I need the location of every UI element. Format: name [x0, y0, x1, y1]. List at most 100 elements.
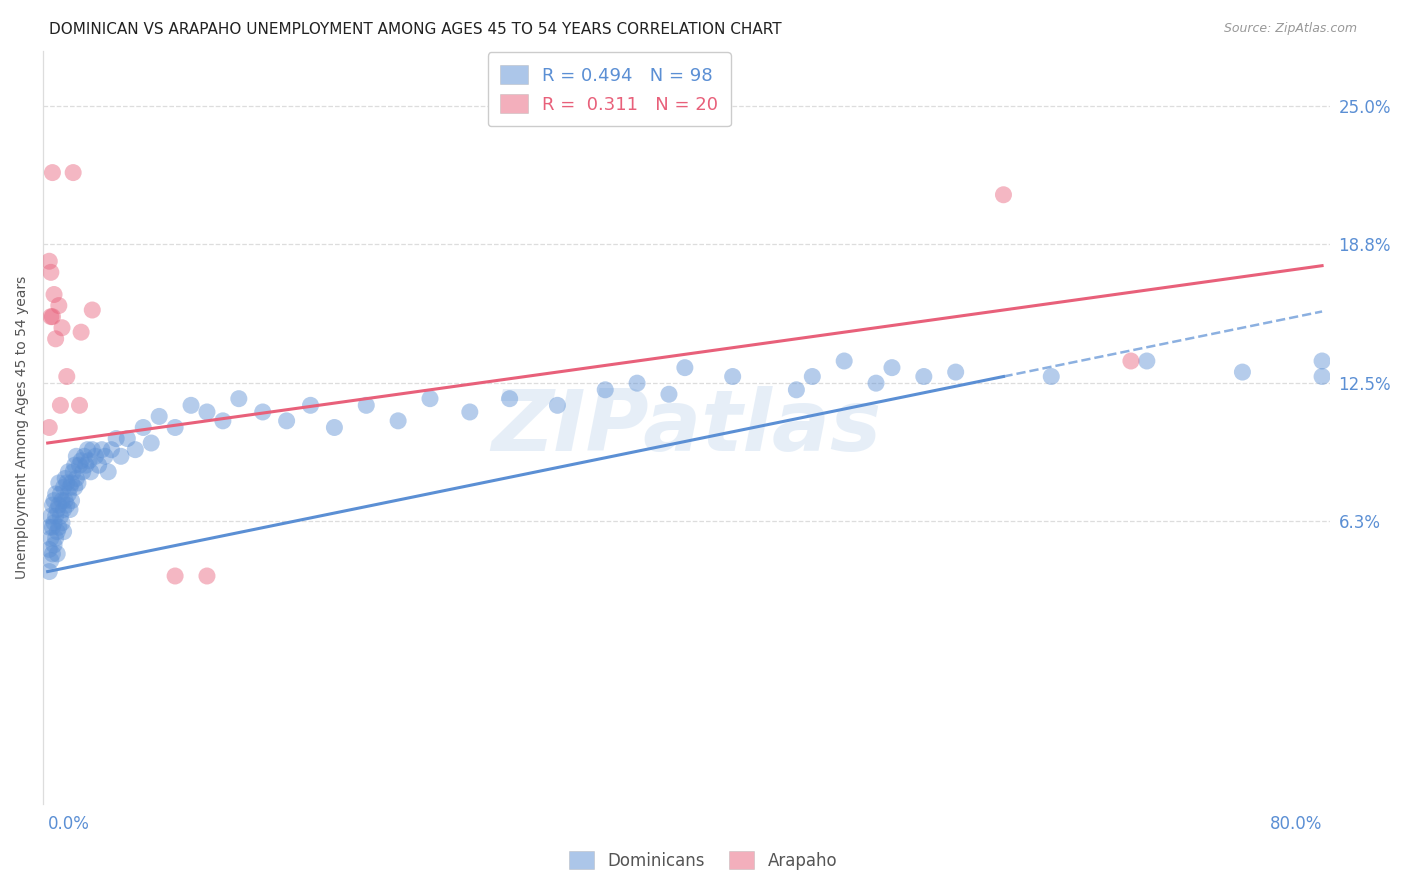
Point — [94, 450, 117, 464]
Point — [993, 187, 1015, 202]
Point — [38, 520, 60, 534]
Point — [39, 531, 62, 545]
Point — [148, 409, 170, 424]
Point — [82, 442, 104, 457]
Legend: R = 0.494   N = 98, R =  0.311   N = 20: R = 0.494 N = 98, R = 0.311 N = 20 — [488, 52, 731, 127]
Point — [46, 547, 69, 561]
Point — [41, 498, 63, 512]
Point — [82, 303, 104, 318]
Point — [546, 398, 568, 412]
Point — [276, 414, 298, 428]
Point — [55, 498, 77, 512]
Point — [63, 480, 86, 494]
Point — [62, 465, 84, 479]
Point — [801, 369, 824, 384]
Point — [117, 432, 139, 446]
Point — [165, 569, 187, 583]
Point — [53, 471, 76, 485]
Point — [42, 538, 65, 552]
Point — [55, 369, 77, 384]
Point — [498, 392, 520, 406]
Point — [832, 354, 855, 368]
Y-axis label: Unemployment Among Ages 45 to 54 years: Unemployment Among Ages 45 to 54 years — [15, 276, 30, 579]
Point — [42, 516, 65, 530]
Point — [52, 502, 75, 516]
Point — [97, 465, 120, 479]
Point — [419, 392, 441, 406]
Point — [87, 458, 110, 472]
Point — [65, 471, 87, 485]
Point — [1119, 354, 1142, 368]
Point — [58, 487, 80, 501]
Point — [45, 509, 67, 524]
Text: 0.0%: 0.0% — [48, 815, 90, 833]
Point — [880, 360, 903, 375]
Point — [228, 392, 250, 406]
Point — [132, 420, 155, 434]
Point — [39, 310, 62, 324]
Point — [70, 454, 93, 468]
Point — [212, 414, 235, 428]
Point — [84, 450, 107, 464]
Point — [658, 387, 681, 401]
Point — [55, 475, 77, 490]
Point — [42, 287, 65, 301]
Point — [72, 465, 94, 479]
Point — [48, 299, 70, 313]
Point — [593, 383, 616, 397]
Point — [46, 502, 69, 516]
Point — [45, 332, 67, 346]
Point — [195, 569, 218, 583]
Point — [76, 442, 98, 457]
Point — [141, 436, 163, 450]
Point — [52, 480, 75, 494]
Point — [785, 383, 807, 397]
Point — [49, 487, 72, 501]
Point — [124, 442, 146, 457]
Text: ZIPatlas: ZIPatlas — [491, 386, 882, 469]
Point — [59, 502, 82, 516]
Point — [77, 454, 100, 468]
Point — [356, 398, 378, 412]
Point — [195, 405, 218, 419]
Point — [39, 265, 62, 279]
Text: DOMINICAN VS ARAPAHO UNEMPLOYMENT AMONG AGES 45 TO 54 YEARS CORRELATION CHART: DOMINICAN VS ARAPAHO UNEMPLOYMENT AMONG … — [49, 22, 782, 37]
Point — [51, 493, 73, 508]
Point — [90, 442, 112, 457]
Point — [1136, 354, 1159, 368]
Point — [45, 487, 67, 501]
Text: Source: ZipAtlas.com: Source: ZipAtlas.com — [1223, 22, 1357, 36]
Point — [165, 420, 187, 434]
Point — [252, 405, 274, 419]
Point — [69, 398, 91, 412]
Point — [46, 524, 69, 539]
Point — [100, 442, 122, 457]
Point — [41, 520, 63, 534]
Point — [1310, 369, 1333, 384]
Point — [945, 365, 967, 379]
Point — [38, 565, 60, 579]
Point — [48, 520, 70, 534]
Point — [299, 398, 322, 412]
Point — [52, 524, 75, 539]
Point — [673, 360, 696, 375]
Point — [105, 432, 128, 446]
Point — [865, 376, 887, 391]
Point — [323, 420, 346, 434]
Point — [65, 450, 87, 464]
Point — [51, 516, 73, 530]
Point — [1232, 365, 1254, 379]
Point — [1310, 354, 1333, 368]
Point — [59, 480, 82, 494]
Point — [912, 369, 935, 384]
Point — [49, 509, 72, 524]
Text: 80.0%: 80.0% — [1270, 815, 1322, 833]
Point — [70, 325, 93, 339]
Point — [626, 376, 648, 391]
Point — [49, 398, 72, 412]
Point — [62, 165, 84, 179]
Point — [73, 450, 96, 464]
Point — [180, 398, 202, 412]
Point — [721, 369, 744, 384]
Point — [41, 547, 63, 561]
